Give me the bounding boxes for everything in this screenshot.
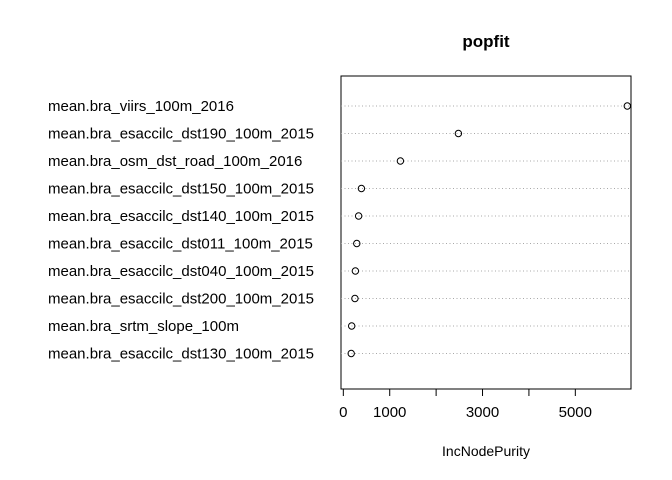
data-point — [454, 129, 463, 138]
data-point — [357, 184, 366, 193]
data-points — [347, 102, 631, 358]
x-axis-label: IncNodePurity — [442, 443, 530, 459]
variable-label: mean.bra_esaccilc_dst150_100m_2015 — [48, 181, 314, 198]
variable-label: mean.bra_srtm_slope_100m — [48, 318, 239, 335]
x-tick-label: 0 — [339, 404, 347, 421]
data-point — [396, 157, 405, 165]
grid-lines — [341, 105, 631, 354]
data-point — [354, 212, 363, 220]
variable-label: mean.bra_osm_dst_road_100m_2016 — [48, 153, 302, 170]
variable-label: mean.bra_esaccilc_dst130_100m_2015 — [48, 346, 314, 363]
data-point — [347, 349, 355, 358]
variable-label: mean.bra_esaccilc_dst140_100m_2015 — [48, 208, 314, 225]
data-point — [353, 239, 361, 248]
data-point — [347, 322, 356, 330]
chart-title: popfit — [462, 32, 510, 51]
variable-label: mean.bra_viirs_100m_2016 — [48, 98, 234, 115]
x-tick-label: 1000 — [373, 404, 406, 421]
x-tick-label: 5000 — [559, 404, 592, 421]
data-point — [351, 267, 360, 275]
variable-labels: mean.bra_viirs_100m_2016 mean.bra_esaccil… — [48, 98, 314, 363]
x-axis-ticks: 0 1000 3000 5000 — [339, 389, 592, 421]
variable-label: mean.bra_esaccilc_dst190_100m_2015 — [48, 126, 314, 143]
variable-label: mean.bra_esaccilc_dst011_100m_2015 — [48, 236, 313, 253]
variable-label: mean.bra_esaccilc_dst040_100m_2015 — [48, 263, 314, 280]
variable-label: mean.bra_esaccilc_dst200_100m_2015 — [48, 291, 314, 308]
data-point — [351, 294, 359, 303]
plot-box — [340, 75, 632, 390]
x-tick-label: 3000 — [466, 404, 499, 421]
data-point — [623, 102, 631, 110]
